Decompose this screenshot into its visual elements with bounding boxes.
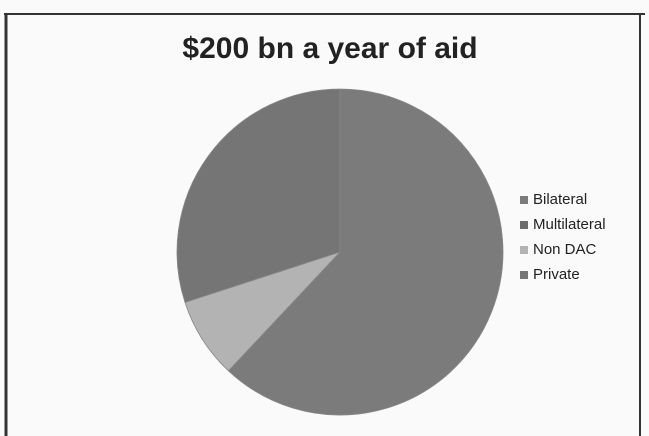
legend-label: Bilateral	[533, 191, 587, 208]
legend-label: Private	[533, 266, 580, 283]
legend-label: Multilateral	[533, 216, 606, 233]
legend-swatch	[520, 271, 528, 279]
legend-swatch	[520, 246, 528, 254]
legend-swatch	[520, 196, 528, 204]
legend-swatch	[520, 221, 528, 229]
chart-title: $200 bn a year of aid	[182, 32, 477, 65]
legend-label: Non DAC	[533, 241, 597, 258]
pie-slice	[227, 88, 504, 416]
pie-slice	[176, 88, 341, 303]
